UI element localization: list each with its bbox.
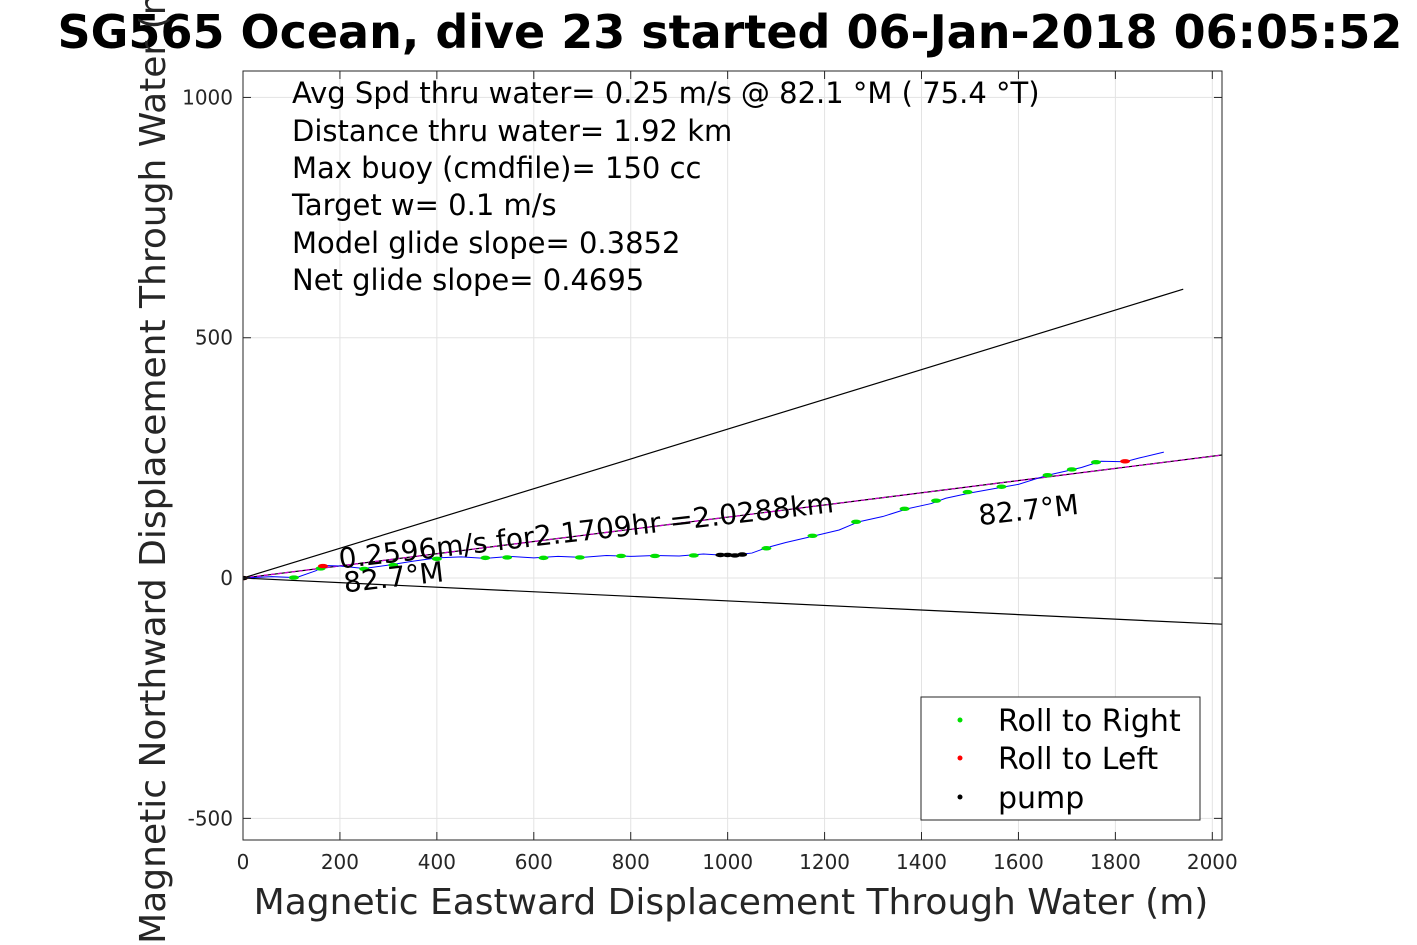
- reference-line-lower-bound: [243, 577, 1222, 625]
- roll-right-point: [288, 575, 299, 580]
- roll-right-point: [574, 555, 585, 560]
- chart-title: SG565 Ocean, dive 23 started 06-Jan-2018…: [58, 5, 1403, 59]
- x-tick-label: 200: [321, 850, 359, 874]
- reference-line-upper-bound: [243, 288, 1184, 579]
- roll-right-point: [480, 555, 491, 561]
- roll-right-point: [431, 556, 442, 562]
- roll-right-point: [649, 553, 660, 559]
- roll-right-point: [899, 506, 910, 512]
- info-target-w: Target w= 0.1 m/s: [291, 188, 557, 222]
- roll-right-point: [688, 553, 699, 558]
- legend-box: [920, 696, 1201, 821]
- reference-line-heading-overlay: [243, 454, 1222, 579]
- roll-right-point: [388, 562, 399, 568]
- pump-point: [737, 552, 748, 557]
- roll-right-point: [616, 553, 627, 559]
- roll-right-point: [962, 489, 973, 495]
- roll-right-point: [538, 555, 549, 561]
- roll-right-point: [761, 546, 772, 551]
- x-tick-label: 1600: [993, 850, 1044, 874]
- info-max-buoy: Max buoy (cmdfile)= 150 cc: [292, 151, 701, 185]
- x-tick-label: 0: [237, 850, 250, 874]
- roll-left-point: [1120, 459, 1131, 464]
- info-avg-speed: Avg Spd thru water= 0.25 m/s @ 82.1 °M (…: [292, 76, 1040, 110]
- y-axis-label: Magnetic Northward Displacement Through …: [133, 0, 174, 944]
- roll-right-point: [1066, 467, 1077, 472]
- legend: Roll to Right Roll to Left pump: [920, 696, 1201, 821]
- y-tick-label: 0: [220, 566, 233, 590]
- axis-ticks: 0 200 400 600 800 1000 1200 1400 1600 1800 2000 -50…: [182, 71, 1238, 874]
- roll-right-point: [1090, 460, 1101, 465]
- info-net-glide: Net glide slope= 0.4695: [292, 263, 644, 297]
- roll-right-point: [807, 533, 818, 538]
- data-layer: [243, 288, 1222, 625]
- roll-right-point: [996, 484, 1007, 489]
- x-tick-label: 600: [515, 850, 553, 874]
- y-tick-label: -500: [188, 806, 233, 830]
- plot-frame: [242, 70, 1223, 841]
- info-model-glide: Model glide slope= 0.3852: [292, 226, 680, 260]
- roll-right-point: [851, 519, 862, 525]
- y-tick-label: 500: [195, 326, 233, 350]
- legend-marker-roll-right: [957, 717, 963, 723]
- roll-right-point: [1042, 473, 1053, 478]
- roll-right-point: [502, 555, 513, 560]
- pump-point: [715, 552, 726, 558]
- roll-left-point: [317, 563, 328, 569]
- roll-right-point: [359, 566, 370, 572]
- info-distance: Distance thru water= 1.92 km: [292, 114, 732, 148]
- x-tick-label: 400: [418, 850, 456, 874]
- x-tick-label: 1000: [702, 850, 753, 874]
- x-tick-label: 1400: [896, 850, 947, 874]
- legend-label-pump: pump: [998, 781, 1084, 816]
- x-tick-label: 800: [612, 850, 650, 874]
- y-tick-label: 1000: [182, 85, 233, 109]
- x-tick-label: 1200: [799, 850, 850, 874]
- x-tick-label: 2000: [1187, 850, 1238, 874]
- x-tick-label: 1800: [1090, 850, 1141, 874]
- legend-label-roll-left: Roll to Left: [998, 742, 1158, 777]
- legend-marker-pump: [957, 794, 963, 800]
- info-box: Avg Spd thru water= 0.25 m/s @ 82.1 °M (…: [291, 76, 1040, 297]
- roll-right-point: [931, 498, 942, 503]
- legend-marker-roll-left: [957, 755, 963, 761]
- legend-label-roll-right: Roll to Right: [998, 704, 1181, 739]
- x-axis-label: Magnetic Eastward Displacement Through W…: [254, 882, 1209, 923]
